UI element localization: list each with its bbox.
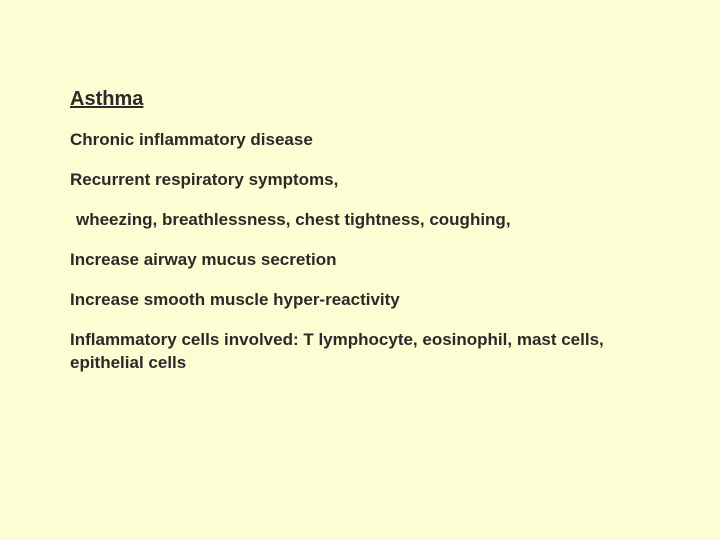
text-line: Increase airway mucus secretion bbox=[70, 249, 650, 271]
text-line: Inflammatory cells involved: T lymphocyt… bbox=[70, 329, 650, 373]
text-line: Recurrent respiratory symptoms, bbox=[70, 169, 650, 191]
slide-title: Asthma bbox=[70, 88, 650, 111]
text-line: Chronic inflammatory disease bbox=[70, 129, 650, 151]
text-line: Increase smooth muscle hyper-reactivity bbox=[70, 289, 650, 311]
text-line: wheezing, breathlessness, chest tightnes… bbox=[70, 209, 650, 231]
slide-container: Asthma Chronic inflammatory disease Recu… bbox=[0, 0, 720, 540]
